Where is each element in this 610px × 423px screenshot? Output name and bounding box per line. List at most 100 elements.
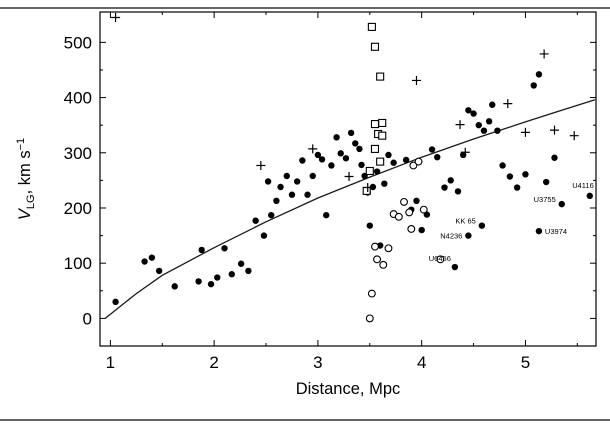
data-point-filled-circle-galaxies <box>390 159 397 166</box>
x-tick-label: 4 <box>417 353 426 372</box>
data-point-filled-circle-galaxies <box>207 280 215 288</box>
galaxy-label-n4236: N4236 <box>440 232 462 241</box>
y-tick-label: 500 <box>64 33 92 52</box>
data-point-filled-circle-galaxies <box>141 258 148 265</box>
data-point-filled-circle-galaxies <box>465 107 472 114</box>
data-point-filled-circle-galaxies <box>214 274 221 281</box>
data-point-filled-circle-galaxies <box>228 271 235 278</box>
data-point-filled-circle-galaxies <box>323 211 330 219</box>
data-point-filled-circle-galaxies <box>148 254 156 261</box>
data-point-filled-circle-galaxies <box>447 177 454 184</box>
data-point-filled-circle-galaxies <box>513 184 521 191</box>
data-point-plus-galaxies <box>344 172 354 182</box>
data-point-filled-circle-galaxies <box>385 151 392 159</box>
data-point-open-circle-galaxies <box>373 255 382 264</box>
data-point-open-circle-galaxies <box>407 225 416 233</box>
y-axis-title: VLG, km s−1 <box>15 138 37 220</box>
data-point-plus-galaxies <box>503 99 513 109</box>
data-point-filled-circle-galaxies <box>454 188 462 195</box>
data-point-filled-circle-galaxies <box>428 146 436 153</box>
data-point-filled-circle-galaxies <box>542 178 550 186</box>
data-point-filled-circle-galaxies <box>314 151 322 159</box>
data-point-open-circle-galaxies <box>371 242 379 251</box>
data-point-plus-galaxies <box>411 75 421 85</box>
data-point-filled-circle-galaxies <box>402 156 410 164</box>
data-point-plus-galaxies <box>460 147 470 157</box>
galaxy-label-u6456: U6456 <box>429 254 451 263</box>
data-point-filled-circle-galaxies <box>418 226 425 234</box>
data-point-filled-circle-galaxies <box>522 171 529 178</box>
data-point-filled-circle-galaxies <box>358 161 365 169</box>
data-point-filled-circle-galaxies <box>586 192 593 200</box>
data-point-open-circle-galaxies <box>400 197 408 206</box>
x-axis-title: Distance, Mpc <box>296 380 401 398</box>
data-point-plus-galaxies <box>549 125 559 135</box>
data-point-filled-circle-galaxies <box>369 183 377 191</box>
data-point-filled-circle-galaxies <box>299 157 306 164</box>
y-tick-label: 200 <box>64 199 92 218</box>
data-point-filled-circle-galaxies <box>304 191 311 198</box>
data-point-filled-circle-galaxies <box>535 71 543 78</box>
data-point-filled-circle-galaxies <box>337 150 344 157</box>
data-point-filled-circle-galaxies <box>506 173 514 180</box>
data-point-plus-galaxies <box>111 13 121 23</box>
data-point-plus-galaxies <box>539 49 549 59</box>
data-point-filled-circle-galaxies <box>413 197 420 205</box>
y-tick-label: 0 <box>83 309 92 328</box>
data-point-plus-galaxies <box>363 183 373 193</box>
data-point-open-square-galaxies <box>370 144 380 153</box>
data-point-open-square-galaxies <box>362 186 371 195</box>
data-point-open-square-galaxies <box>376 72 385 81</box>
y-tick-label: 100 <box>64 254 92 273</box>
data-point-open-square-galaxies <box>370 42 380 51</box>
fit-curve-hubble-flow-fit <box>104 99 596 319</box>
data-point-open-square-galaxies <box>378 131 387 140</box>
data-point-plus-galaxies <box>256 160 266 170</box>
y-tick-label: 300 <box>64 144 92 163</box>
data-point-filled-circle-galaxies <box>283 172 290 180</box>
data-point-filled-circle-galaxies <box>347 129 355 137</box>
data-point-filled-circle-galaxies <box>288 191 296 198</box>
data-point-open-circle-galaxies <box>394 212 403 221</box>
data-point-filled-circle-galaxies <box>434 153 441 161</box>
data-point-filled-circle-galaxies <box>465 232 472 239</box>
data-point-filled-circle-galaxies <box>470 110 477 117</box>
data-point-filled-circle-galaxies <box>356 145 363 153</box>
data-point-filled-circle-galaxies <box>293 178 301 185</box>
data-point-filled-circle-galaxies <box>489 101 496 108</box>
data-point-filled-circle-galaxies <box>480 127 488 134</box>
data-point-filled-circle-galaxies <box>478 222 486 229</box>
data-point-open-circle-galaxies <box>405 208 414 217</box>
data-point-filled-circle-galaxies <box>381 180 388 187</box>
data-point-filled-circle-galaxies <box>530 82 537 89</box>
data-point-open-circle-galaxies <box>367 289 376 298</box>
data-point-filled-circle-galaxies <box>441 184 448 191</box>
data-point-open-square-galaxies <box>376 157 385 166</box>
data-point-open-circle-galaxies <box>365 314 374 323</box>
data-point-filled-circle-galaxies <box>273 197 280 205</box>
data-point-filled-circle-galaxies <box>318 156 326 163</box>
data-point-filled-circle-galaxies <box>264 178 272 185</box>
plot-frame <box>99 11 597 347</box>
data-point-filled-circle-galaxies <box>245 267 252 275</box>
x-tick-label: 3 <box>313 353 322 372</box>
data-point-filled-circle-galaxies <box>277 183 284 191</box>
data-point-filled-circle-galaxies <box>237 260 245 267</box>
x-tick-label: 5 <box>521 353 530 372</box>
data-point-open-circle-galaxies <box>409 161 418 170</box>
data-point-filled-circle-galaxies <box>551 154 558 161</box>
data-point-filled-circle-galaxies <box>535 227 543 235</box>
data-point-filled-circle-galaxies <box>195 278 202 285</box>
data-point-plus-galaxies <box>520 127 530 137</box>
data-point-filled-circle-galaxies <box>268 211 275 219</box>
data-point-open-circle-galaxies <box>384 244 393 253</box>
galaxy-label-u4116: U4116 <box>572 181 594 190</box>
data-point-filled-circle-galaxies <box>309 172 316 180</box>
galaxy-label-u3755: U3755 <box>534 195 556 204</box>
data-point-filled-circle-galaxies <box>112 298 119 306</box>
data-point-filled-circle-galaxies <box>171 283 178 290</box>
data-point-filled-circle-galaxies <box>221 245 228 252</box>
data-point-plus-galaxies <box>455 120 465 130</box>
